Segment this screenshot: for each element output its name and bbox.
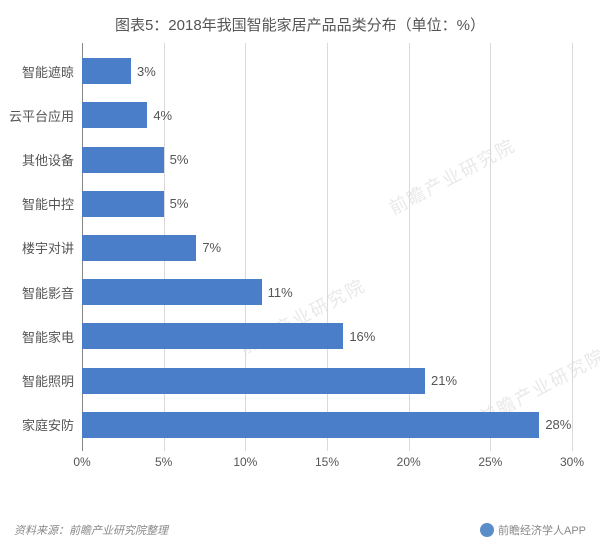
value-label: 4%: [153, 108, 172, 123]
category-label: 家庭安防: [22, 415, 74, 434]
logo-icon: [480, 523, 494, 537]
bar: [82, 147, 164, 173]
bar-row: 云平台应用4%: [82, 100, 572, 130]
bars-container: 智能遮晾3% 云平台应用4% 其他设备5% 智能中控5% 楼宇对讲7% 智能影音11% 智能…: [82, 43, 572, 451]
value-label: 16%: [349, 329, 375, 344]
value-label: 3%: [137, 64, 156, 79]
x-tick-label: 15%: [315, 455, 339, 469]
bar-row: 智能照明21%: [82, 366, 572, 396]
bar-row: 智能遮晾3%: [82, 56, 572, 86]
category-label: 智能照明: [22, 371, 74, 390]
bar: [82, 412, 539, 438]
bar: [82, 102, 147, 128]
bar: [82, 191, 164, 217]
source-text: 资料来源：前瞻产业研究院整理: [14, 522, 168, 538]
x-tick-label: 30%: [560, 455, 584, 469]
brand-label: 前瞻经济学人APP: [480, 522, 586, 538]
value-label: 5%: [170, 196, 189, 211]
category-label: 智能影音: [22, 283, 74, 302]
value-label: 7%: [202, 240, 221, 255]
category-label: 楼宇对讲: [22, 238, 74, 257]
chart-title: 图表5：2018年我国智能家居产品品类分布（单位：%）: [0, 0, 600, 43]
x-tick-label: 25%: [478, 455, 502, 469]
x-axis-ticks: 0%5%10%15%20%25%30%: [82, 451, 572, 475]
bar: [82, 235, 196, 261]
bar: [82, 368, 425, 394]
value-label: 5%: [170, 152, 189, 167]
bar-row: 家庭安防28%: [82, 410, 572, 440]
bar-row: 智能中控5%: [82, 189, 572, 219]
value-label: 21%: [431, 373, 457, 388]
category-label: 智能中控: [22, 194, 74, 213]
x-tick-label: 0%: [73, 455, 90, 469]
x-tick-label: 20%: [397, 455, 421, 469]
brand-text: 前瞻经济学人APP: [498, 522, 586, 538]
bar: [82, 58, 131, 84]
category-label: 其他设备: [22, 150, 74, 169]
x-tick-label: 10%: [233, 455, 257, 469]
value-label: 11%: [268, 285, 293, 300]
bar: [82, 323, 343, 349]
category-label: 云平台应用: [9, 106, 74, 125]
bar-row: 其他设备5%: [82, 145, 572, 175]
category-label: 智能家电: [22, 327, 74, 346]
bar: [82, 279, 262, 305]
bar-row: 楼宇对讲7%: [82, 233, 572, 263]
chart-footer: 资料来源：前瞻产业研究院整理 前瞻经济学人APP: [14, 522, 586, 538]
grid-line: [572, 43, 573, 451]
bar-row: 智能家电16%: [82, 321, 572, 351]
x-tick-label: 5%: [155, 455, 172, 469]
bar-row: 智能影音11%: [82, 277, 572, 307]
category-label: 智能遮晾: [22, 62, 74, 81]
chart-area: 前瞻产业研究院前瞻产业研究院前瞻产业研究院 智能遮晾3%云平台应用4%其他设备5…: [82, 43, 572, 475]
value-label: 28%: [545, 417, 571, 432]
